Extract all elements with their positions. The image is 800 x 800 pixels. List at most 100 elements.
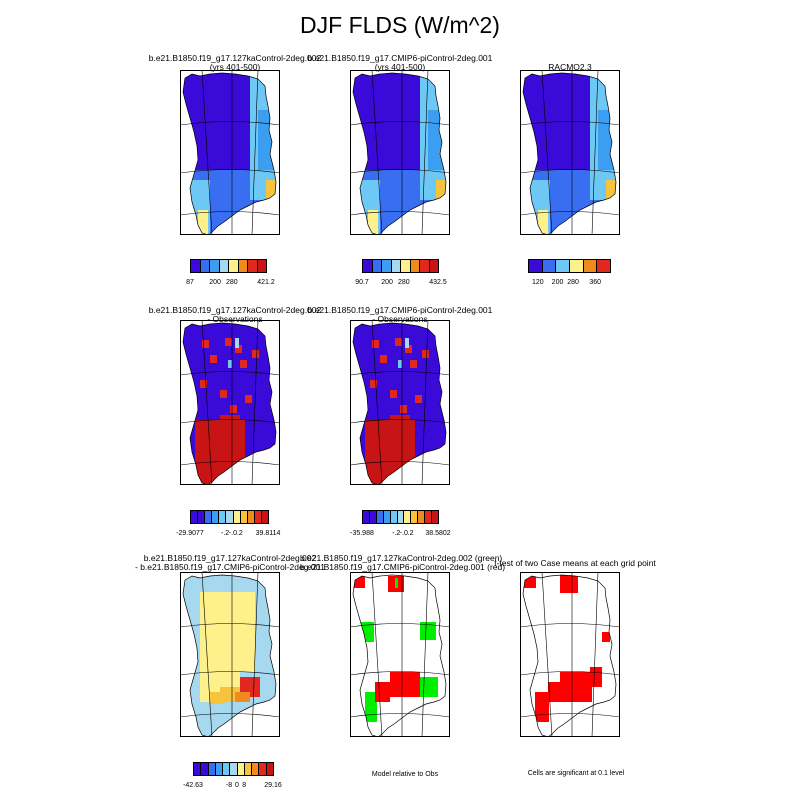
colorbar-1: 87 200 280 421.2 — [186, 259, 275, 286]
map-frame — [350, 320, 450, 485]
grid-line — [421, 70, 429, 235]
colorbar-label: 280 — [225, 279, 238, 286]
grid-line — [251, 572, 259, 737]
map-panel-8 — [350, 572, 450, 737]
grid-cell — [548, 682, 562, 702]
panel-title-8-line-1: b.e21.B1850.f19_g17.127kaControl-2deg.00… — [300, 553, 503, 563]
map-panel-4 — [180, 320, 280, 485]
colorbar-label: 200 — [381, 279, 393, 286]
grid-cell — [200, 380, 207, 388]
map-frame — [520, 572, 620, 737]
colorbar-box — [256, 259, 267, 273]
grid-line — [180, 713, 280, 718]
grid-line — [251, 320, 259, 485]
grid-cell — [228, 115, 233, 125]
colorbar-label: -.0 — [228, 530, 237, 537]
grid-line — [591, 70, 599, 235]
grid-line — [520, 169, 620, 174]
grid-cell — [436, 180, 446, 200]
grid-cell — [210, 180, 235, 235]
grid-line — [180, 671, 280, 676]
colorbar-box — [528, 259, 543, 273]
grid-cell — [568, 115, 573, 125]
grid-cell — [372, 340, 379, 348]
coastline — [182, 322, 277, 485]
grid-line — [201, 320, 213, 485]
grid-cell — [268, 420, 276, 440]
colorbar-label: 39.8114 — [255, 530, 281, 537]
grid-cell — [198, 210, 208, 235]
panel-title-3-line-1: RACMO2.3 — [548, 62, 592, 72]
coastline — [352, 574, 447, 737]
grid-line — [350, 671, 450, 676]
map-panel-5 — [350, 320, 450, 485]
panel-title-9-line-1: t-test of two Case means at each grid po… — [494, 558, 656, 568]
grid-line — [520, 713, 620, 718]
panel-title-9: t-test of two Case means at each grid po… — [490, 559, 660, 568]
figure-title: DJF FLDS (W/m^2) — [300, 12, 500, 38]
colorbar-box — [596, 259, 611, 273]
panel-title-8: b.e21.B1850.f19_g17.127kaControl-2deg.00… — [300, 553, 505, 572]
grid-cell — [266, 180, 276, 200]
colorbar-4: -29.9077 -.2 -.0.2 39.8114 — [176, 510, 280, 537]
colorbar-box — [569, 259, 584, 273]
grid-line — [520, 671, 620, 676]
colorbar-2: 90.7 200 280 432.5 — [355, 259, 447, 286]
grid-cell — [390, 672, 420, 697]
grid-cell — [380, 355, 387, 363]
grid-line — [350, 169, 450, 174]
panel-title-1: b.e21.B1850.f19_g17.127kaControl-2deg.00… — [140, 54, 330, 72]
colorbar-label: 360 — [589, 279, 602, 286]
note-cells-significant: Cells are significant at 0.1 level — [527, 770, 625, 777]
grid-cell — [415, 395, 422, 403]
grid-cell — [550, 180, 575, 235]
colorbar-box — [260, 510, 269, 524]
map-panel-1 — [180, 70, 280, 235]
grid-cell — [560, 672, 592, 702]
grid-cell — [210, 692, 225, 704]
colorbar-label: -.2 — [392, 530, 401, 537]
grid-cell — [375, 682, 390, 702]
grid-cell — [368, 210, 378, 235]
map-frame — [180, 572, 280, 737]
coastline — [182, 72, 277, 235]
grid-line — [541, 70, 553, 235]
grid-cell — [353, 575, 365, 588]
note-model-relative: Model relative to Obs — [371, 771, 439, 778]
colorbar-label: -35.988 — [350, 530, 374, 537]
grid-cell — [202, 340, 209, 348]
colorbar-label: 280 — [397, 279, 410, 286]
grid-line — [421, 320, 429, 485]
grid-line — [421, 572, 429, 737]
grid-cell — [220, 390, 227, 398]
grid-cell — [200, 592, 255, 672]
grid-line — [371, 70, 383, 235]
colorbar-label: -.2 — [221, 530, 230, 537]
map-frame — [350, 572, 450, 737]
panel-title-7: b.e21.B1850.f19_g17.127kaControl-2deg.00… — [130, 554, 330, 572]
grid-cell — [410, 360, 417, 368]
coastline — [182, 574, 277, 737]
panel-title-5: b.e21.B1850.f19_g17.CMIP6-piControl-2deg… — [305, 306, 495, 324]
colorbar-box — [431, 510, 439, 524]
panel-title-5-line-2: - Observations — [372, 314, 428, 324]
grid-line — [180, 169, 280, 174]
grid-cell — [400, 405, 407, 413]
map-panel-2 — [350, 70, 450, 235]
colorbar-3: 120 200 280 360 — [528, 259, 611, 286]
colorbar-label: -29.9077 — [176, 530, 204, 537]
map-frame — [350, 70, 450, 235]
colorbar-box — [582, 259, 598, 273]
grid-cell — [602, 632, 610, 642]
panel-title-7-line-1: b.e21.B1850.f19_g17.127kaControl-2deg.00… — [143, 553, 317, 563]
grid-cell — [210, 355, 217, 363]
grid-cell — [438, 420, 446, 440]
colorbar-box — [265, 762, 274, 776]
coastline — [352, 322, 447, 485]
panel-title-4-line-1: b.e21.B1850.f19_g17.127kaControl-2deg.00… — [148, 305, 322, 315]
grid-cell — [235, 345, 242, 353]
grid-line — [520, 211, 620, 216]
grid-cell — [405, 338, 409, 348]
grid-line — [350, 211, 450, 216]
panel-title-5-line-1: b.e21.B1850.f19_g17.CMIP6-piControl-2deg… — [307, 305, 493, 315]
